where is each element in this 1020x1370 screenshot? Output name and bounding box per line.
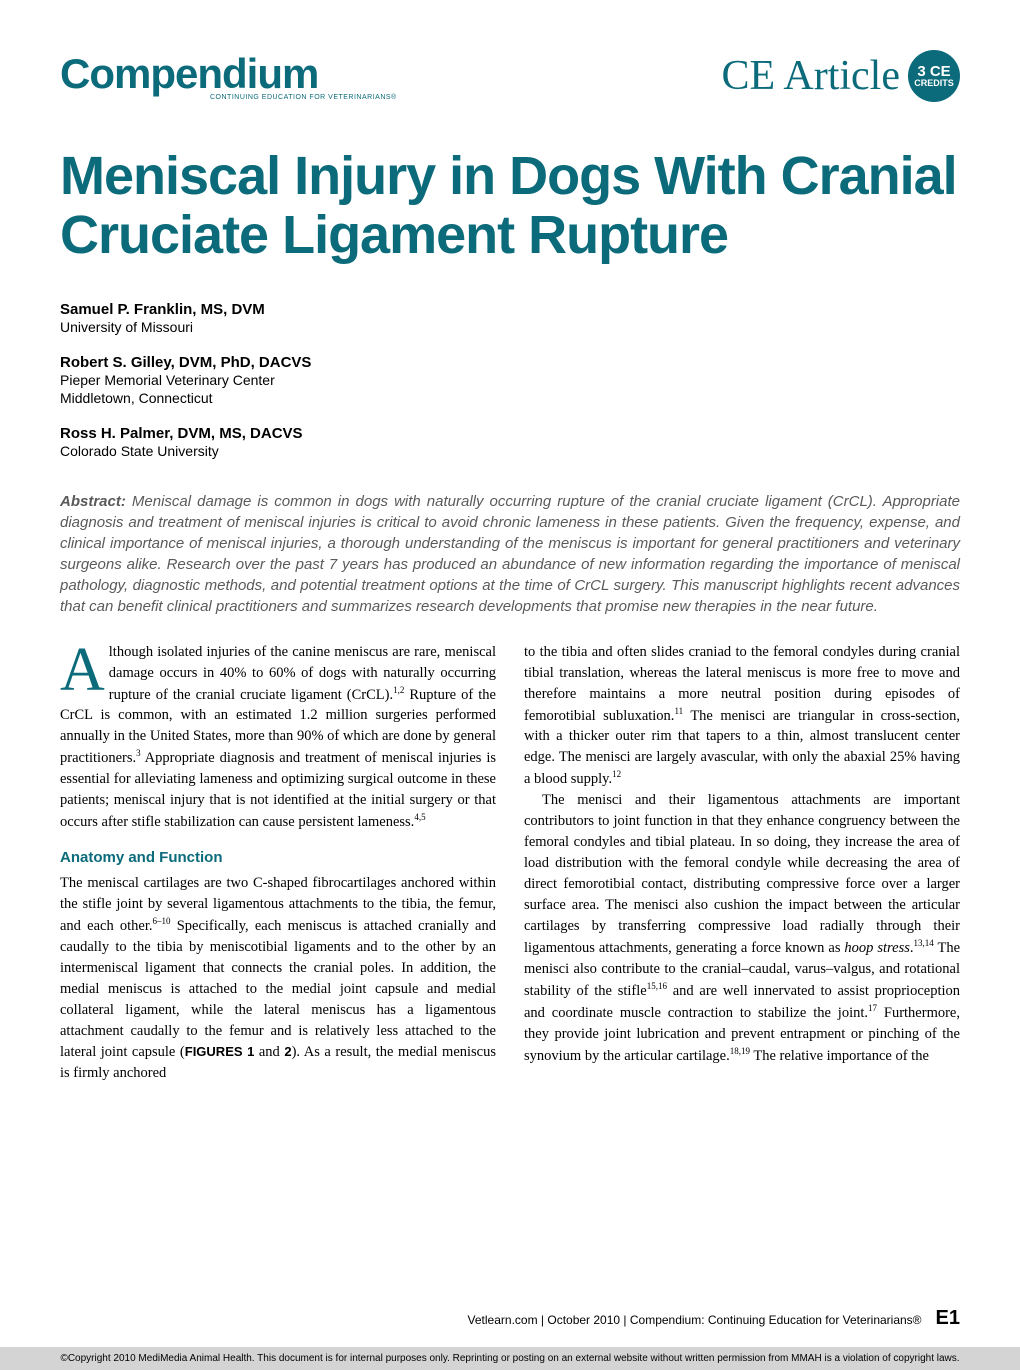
badge-bottom-text: CREDITS <box>914 79 954 88</box>
author-affiliation: Colorado State University <box>60 442 960 460</box>
author-block-3: Ross H. Palmer, DVM, MS, DACVS Colorado … <box>60 425 960 460</box>
body-text: The relative importance of the <box>750 1048 929 1064</box>
author-block-1: Samuel P. Franklin, MS, DVM University o… <box>60 301 960 336</box>
intro-paragraph: Although isolated injuries of the canine… <box>60 642 496 834</box>
italic-term: hoop stress <box>844 940 909 956</box>
abstract-label: Abstract: <box>60 493 126 510</box>
author-block-2: Robert S. Gilley, DVM, PhD, DACVS Pieper… <box>60 354 960 407</box>
superscript-ref: 12 <box>612 769 621 779</box>
author-affiliation: University of Missouri <box>60 318 960 336</box>
ce-credits-badge: 3 CE CREDITS <box>908 50 960 102</box>
badge-top-text: 3 CE <box>917 64 950 79</box>
page-number: E1 <box>936 1307 960 1330</box>
footer-citation: Vetlearn.com | October 2010 | Compendium… <box>468 1307 960 1330</box>
body-text: Specifically, each meniscus is attached … <box>60 918 496 1060</box>
copyright-bar: ©Copyright 2010 MediMedia Animal Health.… <box>0 1347 1020 1370</box>
body-paragraph: The menisci and their ligamentous attach… <box>524 790 960 1067</box>
ce-article-group: CE Article 3 CE CREDITS <box>722 50 960 102</box>
figure-ref: FIGURES 1 <box>185 1044 255 1059</box>
column-left: Although isolated injuries of the canine… <box>60 642 496 1084</box>
abstract-text: Meniscal damage is common in dogs with n… <box>60 493 960 615</box>
figure-ref: 2 <box>284 1044 291 1059</box>
author-name: Robert S. Gilley, DVM, PhD, DACVS <box>60 354 960 371</box>
article-title: Meniscal Injury in Dogs With Cranial Cru… <box>60 147 960 266</box>
logo-text: Compendium <box>60 50 318 97</box>
superscript-ref: 6–10 <box>153 916 171 926</box>
header: Compendium CONTINUING EDUCATION FOR VETE… <box>60 50 960 102</box>
author-name: Samuel P. Franklin, MS, DVM <box>60 301 960 318</box>
section-heading-anatomy: Anatomy and Function <box>60 847 496 869</box>
ce-article-label: CE Article <box>722 52 900 100</box>
anatomy-paragraph: The meniscal cartilages are two C-shaped… <box>60 873 496 1084</box>
column-right: to the tibia and often slides craniad to… <box>524 642 960 1084</box>
compendium-logo: Compendium CONTINUING EDUCATION FOR VETE… <box>60 50 397 101</box>
superscript-ref: 11 <box>674 706 683 716</box>
author-affiliation: Pieper Memorial Veterinary Center <box>60 371 960 389</box>
superscript-ref: 13,14 <box>914 938 934 948</box>
drop-cap: A <box>60 642 109 696</box>
body-columns: Although isolated injuries of the canine… <box>60 642 960 1084</box>
body-text: and <box>254 1044 284 1060</box>
superscript-ref: 18,19 <box>730 1046 750 1056</box>
citation-text: Vetlearn.com | October 2010 | Compendium… <box>468 1313 922 1327</box>
author-name: Ross H. Palmer, DVM, MS, DACVS <box>60 425 960 442</box>
superscript-ref: 1,2 <box>393 685 404 695</box>
copyright-text: ©Copyright 2010 MediMedia Animal Health.… <box>60 1353 959 1364</box>
superscript-ref: 15,16 <box>647 981 667 991</box>
abstract: Abstract: Meniscal damage is common in d… <box>60 491 960 617</box>
superscript-ref: 4,5 <box>414 812 425 822</box>
superscript-ref: 17 <box>868 1003 877 1013</box>
author-affiliation: Middletown, Connecticut <box>60 389 960 407</box>
body-text: The menisci and their ligamentous attach… <box>524 792 960 956</box>
body-paragraph: to the tibia and often slides craniad to… <box>524 642 960 791</box>
